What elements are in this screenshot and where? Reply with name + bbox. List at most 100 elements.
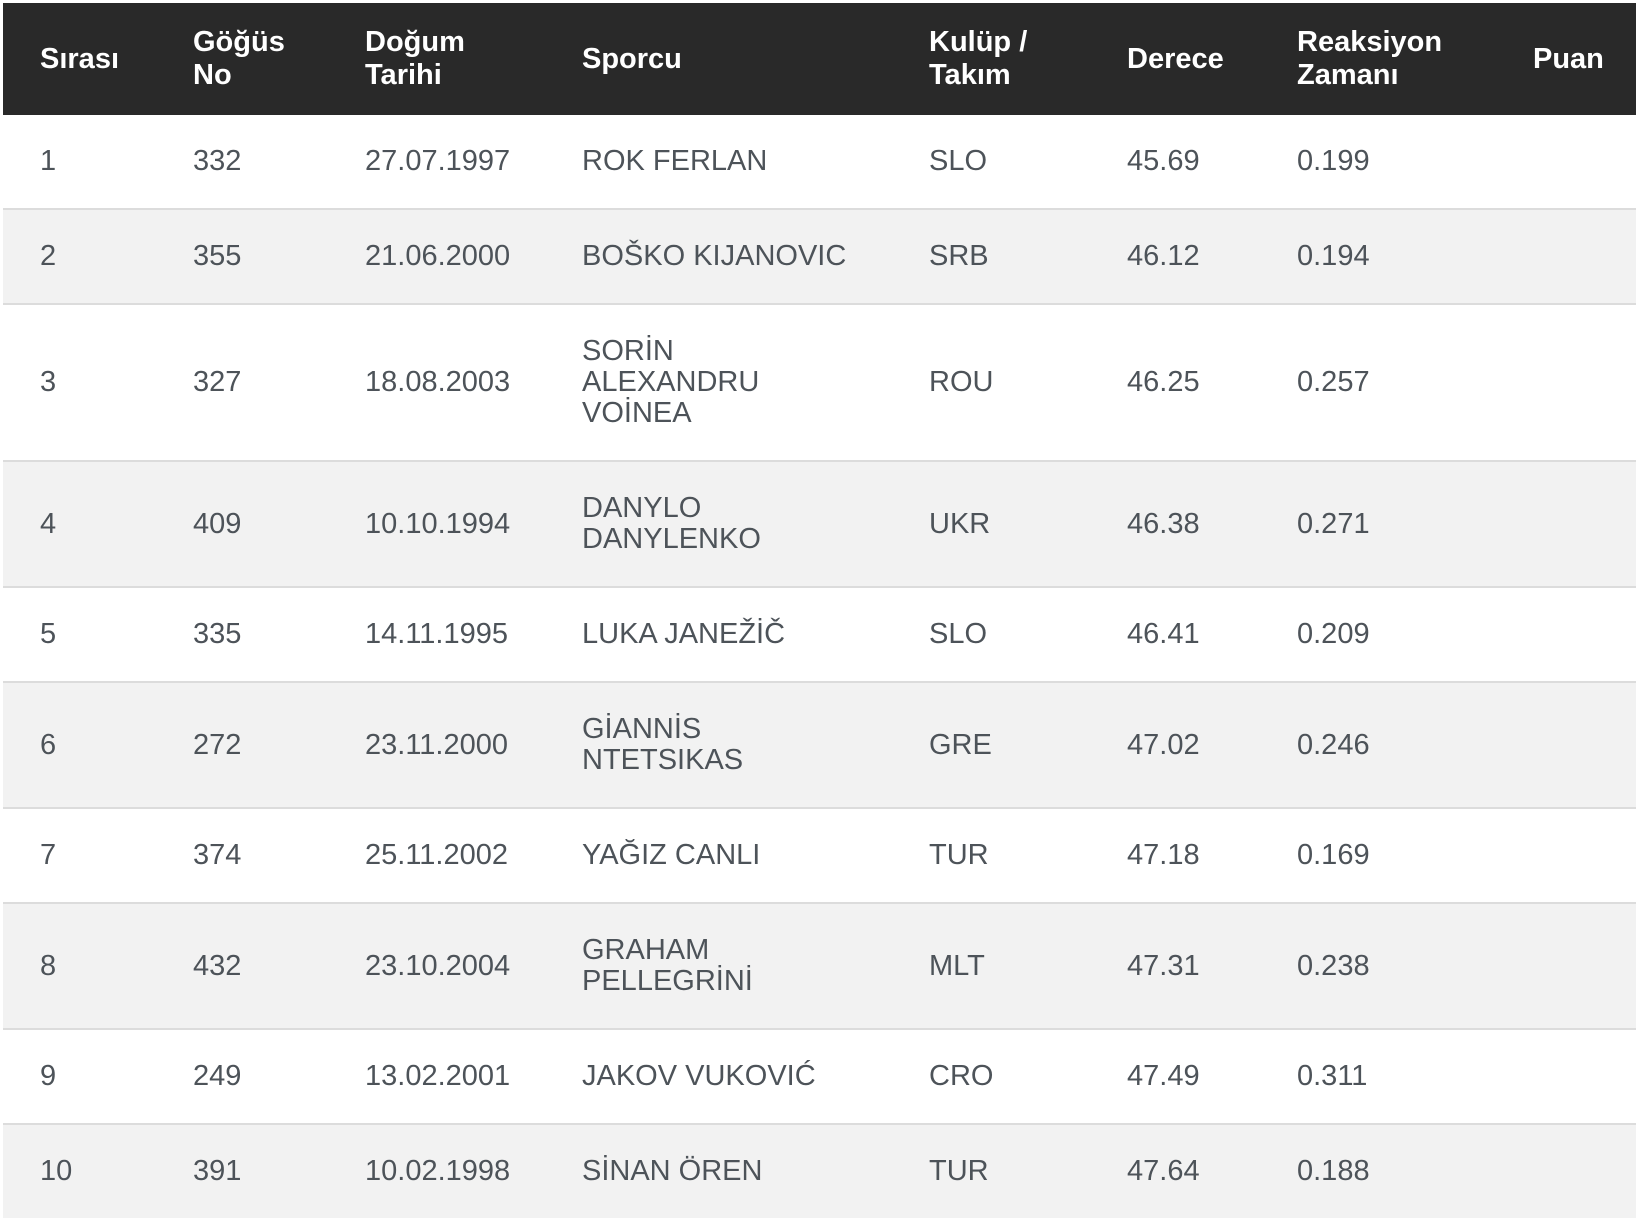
cell-kulup-takim: SLO bbox=[892, 587, 1090, 682]
cell-kulup-takim: SLO bbox=[892, 115, 1090, 209]
cell-dogum-tarihi: 27.07.1997 bbox=[328, 115, 545, 209]
cell-sirasi: 2 bbox=[3, 209, 156, 304]
cell-dogum-tarihi: 10.02.1998 bbox=[328, 1124, 545, 1218]
cell-sirasi: 10 bbox=[3, 1124, 156, 1218]
cell-kulup-takim: SRB bbox=[892, 209, 1090, 304]
cell-sirasi: 9 bbox=[3, 1029, 156, 1124]
cell-reaksiyon-zamani: 0.209 bbox=[1260, 587, 1496, 682]
header-row: Sırası Göğüs No Doğum Tarihi Sporcu Kulü… bbox=[3, 3, 1636, 115]
cell-puan bbox=[1496, 304, 1636, 461]
cell-derece: 46.12 bbox=[1090, 209, 1260, 304]
column-header-kulup-takim: Kulüp / Takım bbox=[892, 3, 1090, 115]
cell-gogus-no: 335 bbox=[156, 587, 328, 682]
cell-sirasi: 7 bbox=[3, 808, 156, 903]
cell-puan bbox=[1496, 209, 1636, 304]
cell-sirasi: 3 bbox=[3, 304, 156, 461]
cell-sirasi: 1 bbox=[3, 115, 156, 209]
column-header-gogus-no: Göğüs No bbox=[156, 3, 328, 115]
cell-reaksiyon-zamani: 0.311 bbox=[1260, 1029, 1496, 1124]
cell-puan bbox=[1496, 587, 1636, 682]
table-row: 5 335 14.11.1995 LUKA JANEŽİČ SLO 46.41 0.209 bbox=[3, 587, 1636, 682]
table-row: 6 272 23.11.2000 GİANNİS NTETSIKAS GRE 47.02 0… bbox=[3, 682, 1636, 808]
cell-reaksiyon-zamani: 0.194 bbox=[1260, 209, 1496, 304]
cell-dogum-tarihi: 21.06.2000 bbox=[328, 209, 545, 304]
cell-sporcu: GRAHAM PELLEGRİNİ bbox=[545, 903, 892, 1029]
cell-dogum-tarihi: 23.11.2000 bbox=[328, 682, 545, 808]
cell-sporcu: GİANNİS NTETSIKAS bbox=[545, 682, 892, 808]
cell-puan bbox=[1496, 115, 1636, 209]
cell-gogus-no: 249 bbox=[156, 1029, 328, 1124]
cell-puan bbox=[1496, 1124, 1636, 1218]
table-row: 2 355 21.06.2000 BOŠKO KIJANOVIC SRB 46.12 0.1… bbox=[3, 209, 1636, 304]
table-row: 4 409 10.10.1994 DANYLO DANYLENKO UKR 46.38 0.… bbox=[3, 461, 1636, 587]
cell-puan bbox=[1496, 1029, 1636, 1124]
cell-sirasi: 4 bbox=[3, 461, 156, 587]
cell-reaksiyon-zamani: 0.257 bbox=[1260, 304, 1496, 461]
cell-reaksiyon-zamani: 0.199 bbox=[1260, 115, 1496, 209]
cell-sporcu: YAĞIZ CANLI bbox=[545, 808, 892, 903]
table-row: 7 374 25.11.2002 YAĞIZ CANLI TUR 47.18 0.169 bbox=[3, 808, 1636, 903]
cell-reaksiyon-zamani: 0.271 bbox=[1260, 461, 1496, 587]
cell-derece: 46.25 bbox=[1090, 304, 1260, 461]
cell-kulup-takim: UKR bbox=[892, 461, 1090, 587]
cell-gogus-no: 391 bbox=[156, 1124, 328, 1218]
table-row: 10 391 10.02.1998 SİNAN ÖREN TUR 47.64 0.188 bbox=[3, 1124, 1636, 1218]
cell-puan bbox=[1496, 808, 1636, 903]
cell-derece: 47.49 bbox=[1090, 1029, 1260, 1124]
cell-dogum-tarihi: 25.11.2002 bbox=[328, 808, 545, 903]
cell-dogum-tarihi: 18.08.2003 bbox=[328, 304, 545, 461]
cell-kulup-takim: MLT bbox=[892, 903, 1090, 1029]
cell-dogum-tarihi: 10.10.1994 bbox=[328, 461, 545, 587]
cell-gogus-no: 332 bbox=[156, 115, 328, 209]
cell-derece: 46.41 bbox=[1090, 587, 1260, 682]
cell-gogus-no: 327 bbox=[156, 304, 328, 461]
cell-derece: 47.02 bbox=[1090, 682, 1260, 808]
cell-sporcu: LUKA JANEŽİČ bbox=[545, 587, 892, 682]
column-header-sirasi: Sırası bbox=[3, 3, 156, 115]
cell-reaksiyon-zamani: 0.169 bbox=[1260, 808, 1496, 903]
cell-derece: 47.31 bbox=[1090, 903, 1260, 1029]
column-header-reaksiyon-zamani: Reaksiyon Zamanı bbox=[1260, 3, 1496, 115]
cell-derece: 47.64 bbox=[1090, 1124, 1260, 1218]
cell-sporcu: DANYLO DANYLENKO bbox=[545, 461, 892, 587]
results-table: Sırası Göğüs No Doğum Tarihi Sporcu Kulü… bbox=[3, 3, 1636, 1218]
cell-puan bbox=[1496, 461, 1636, 587]
cell-reaksiyon-zamani: 0.246 bbox=[1260, 682, 1496, 808]
column-header-derece: Derece bbox=[1090, 3, 1260, 115]
table-row: 9 249 13.02.2001 JAKOV VUKOVIĆ CRO 47.49 0.311 bbox=[3, 1029, 1636, 1124]
table-row: 1 332 27.07.1997 ROK FERLAN SLO 45.69 0.199 bbox=[3, 115, 1636, 209]
cell-sporcu: JAKOV VUKOVIĆ bbox=[545, 1029, 892, 1124]
cell-kulup-takim: TUR bbox=[892, 1124, 1090, 1218]
column-header-sporcu: Sporcu bbox=[545, 3, 892, 115]
cell-sporcu: BOŠKO KIJANOVIC bbox=[545, 209, 892, 304]
cell-dogum-tarihi: 13.02.2001 bbox=[328, 1029, 545, 1124]
cell-sirasi: 5 bbox=[3, 587, 156, 682]
column-header-puan: Puan bbox=[1496, 3, 1636, 115]
cell-kulup-takim: CRO bbox=[892, 1029, 1090, 1124]
cell-gogus-no: 374 bbox=[156, 808, 328, 903]
cell-reaksiyon-zamani: 0.238 bbox=[1260, 903, 1496, 1029]
cell-kulup-takim: GRE bbox=[892, 682, 1090, 808]
cell-derece: 45.69 bbox=[1090, 115, 1260, 209]
cell-derece: 46.38 bbox=[1090, 461, 1260, 587]
cell-gogus-no: 355 bbox=[156, 209, 328, 304]
cell-puan bbox=[1496, 682, 1636, 808]
cell-gogus-no: 272 bbox=[156, 682, 328, 808]
cell-dogum-tarihi: 14.11.1995 bbox=[328, 587, 545, 682]
cell-gogus-no: 409 bbox=[156, 461, 328, 587]
table-row: 3 327 18.08.2003 SORİN ALEXANDRU VOİNEA ROU 4… bbox=[3, 304, 1636, 461]
cell-sporcu: ROK FERLAN bbox=[545, 115, 892, 209]
column-header-dogum-tarihi: Doğum Tarihi bbox=[328, 3, 545, 115]
cell-reaksiyon-zamani: 0.188 bbox=[1260, 1124, 1496, 1218]
cell-kulup-takim: TUR bbox=[892, 808, 1090, 903]
cell-puan bbox=[1496, 903, 1636, 1029]
cell-sirasi: 6 bbox=[3, 682, 156, 808]
cell-sporcu: SİNAN ÖREN bbox=[545, 1124, 892, 1218]
cell-dogum-tarihi: 23.10.2004 bbox=[328, 903, 545, 1029]
cell-sporcu: SORİN ALEXANDRU VOİNEA bbox=[545, 304, 892, 461]
cell-sirasi: 8 bbox=[3, 903, 156, 1029]
results-table-body: 1 332 27.07.1997 ROK FERLAN SLO 45.69 0.199 2 35… bbox=[3, 115, 1636, 1218]
cell-kulup-takim: ROU bbox=[892, 304, 1090, 461]
results-table-header: Sırası Göğüs No Doğum Tarihi Sporcu Kulü… bbox=[3, 3, 1636, 115]
